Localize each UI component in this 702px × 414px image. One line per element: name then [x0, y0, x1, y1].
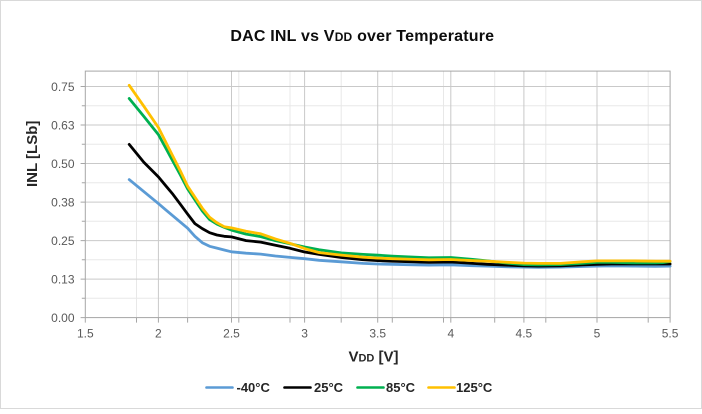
svg-text:0.38: 0.38 [51, 195, 75, 209]
svg-text:0.50: 0.50 [51, 157, 75, 171]
svg-text:3.5: 3.5 [369, 326, 386, 340]
svg-text:125°C: 125°C [456, 380, 493, 395]
svg-text:5: 5 [594, 326, 601, 340]
svg-text:5.5: 5.5 [662, 326, 679, 340]
svg-text:3: 3 [301, 326, 308, 340]
svg-text:2.5: 2.5 [223, 326, 240, 340]
svg-text:INL [LSb]: INL [LSb] [24, 121, 41, 187]
svg-text:0.63: 0.63 [51, 118, 75, 132]
svg-text:25°C: 25°C [314, 380, 344, 395]
svg-text:0.13: 0.13 [51, 272, 75, 286]
svg-text:1.5: 1.5 [77, 326, 94, 340]
svg-text:4.5: 4.5 [516, 326, 533, 340]
svg-text:85°C: 85°C [386, 380, 416, 395]
svg-text:-40°C: -40°C [237, 380, 271, 395]
svg-text:0.75: 0.75 [51, 80, 75, 94]
svg-text:DAC INL vs VDD over Temperatur: DAC INL vs VDD over Temperature [230, 28, 494, 45]
svg-text:0.00: 0.00 [51, 311, 75, 325]
svg-text:VDD [V]: VDD [V] [348, 349, 398, 366]
svg-text:4: 4 [447, 326, 454, 340]
svg-text:2: 2 [155, 326, 162, 340]
svg-text:0.25: 0.25 [51, 234, 75, 248]
